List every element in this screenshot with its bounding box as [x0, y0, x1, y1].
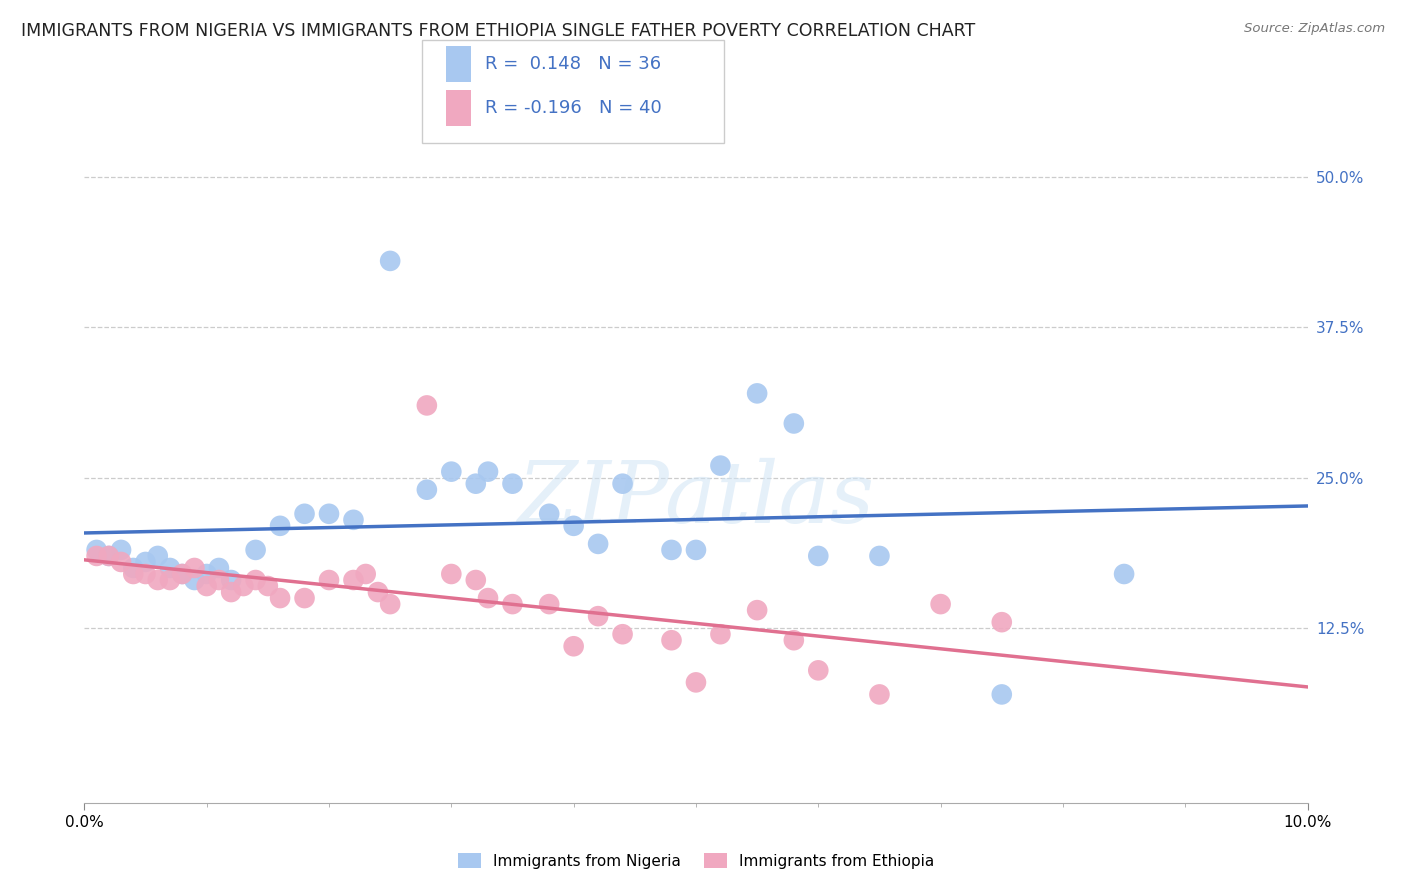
Point: [195, 567, 218, 582]
Point: [783, 417, 806, 431]
Point: [172, 567, 194, 582]
Point: [219, 573, 242, 587]
Point: [661, 633, 683, 648]
Point: [783, 633, 806, 648]
Point: [747, 603, 769, 617]
Point: [502, 476, 524, 491]
Point: [869, 549, 891, 563]
Point: [135, 567, 157, 582]
Text: ZIPatlas: ZIPatlas: [517, 458, 875, 541]
Point: [477, 591, 499, 606]
Point: [612, 476, 634, 491]
Point: [97, 549, 120, 563]
Point: [135, 555, 157, 569]
Text: R = -0.196   N = 40: R = -0.196 N = 40: [485, 99, 662, 117]
Text: IMMIGRANTS FROM NIGERIA VS IMMIGRANTS FROM ETHIOPIA SINGLE FATHER POVERTY CORREL: IMMIGRANTS FROM NIGERIA VS IMMIGRANTS FR…: [21, 22, 976, 40]
Text: R =  0.148   N = 36: R = 0.148 N = 36: [485, 55, 661, 73]
Point: [159, 561, 181, 575]
Point: [122, 561, 145, 575]
Point: [354, 567, 377, 582]
Point: [709, 458, 731, 473]
Point: [367, 585, 389, 599]
Point: [122, 567, 145, 582]
Point: [661, 542, 683, 557]
Point: [146, 549, 169, 563]
Point: [747, 386, 769, 401]
Point: [159, 573, 181, 587]
Point: [97, 549, 120, 563]
Point: [464, 476, 486, 491]
Point: [685, 675, 707, 690]
Point: [183, 573, 205, 587]
Point: [294, 591, 316, 606]
Point: [502, 597, 524, 611]
Point: [110, 542, 132, 557]
Point: [208, 573, 231, 587]
Point: [586, 537, 609, 551]
Point: [929, 597, 952, 611]
Point: [477, 465, 499, 479]
Text: Source: ZipAtlas.com: Source: ZipAtlas.com: [1244, 22, 1385, 36]
Point: [869, 687, 891, 701]
Point: [195, 579, 218, 593]
Point: [183, 561, 205, 575]
Point: [269, 591, 291, 606]
Point: [269, 518, 291, 533]
Point: [318, 507, 340, 521]
Point: [86, 549, 108, 563]
Point: [440, 465, 463, 479]
Point: [257, 579, 280, 593]
Point: [612, 627, 634, 641]
Legend: Immigrants from Nigeria, Immigrants from Ethiopia: Immigrants from Nigeria, Immigrants from…: [451, 847, 941, 875]
Point: [562, 518, 585, 533]
Point: [110, 555, 132, 569]
Point: [208, 561, 231, 575]
Point: [807, 549, 830, 563]
Point: [416, 483, 439, 497]
Point: [342, 573, 364, 587]
Point: [219, 585, 242, 599]
Point: [416, 398, 439, 412]
Point: [709, 627, 731, 641]
Point: [232, 579, 254, 593]
Point: [807, 664, 830, 678]
Point: [685, 542, 707, 557]
Point: [245, 542, 267, 557]
Point: [172, 567, 194, 582]
Point: [146, 573, 169, 587]
Point: [380, 597, 402, 611]
Point: [464, 573, 486, 587]
Point: [245, 573, 267, 587]
Point: [1114, 567, 1136, 582]
Point: [440, 567, 463, 582]
Point: [562, 639, 585, 653]
Point: [538, 597, 561, 611]
Point: [294, 507, 316, 521]
Point: [538, 507, 561, 521]
Point: [380, 253, 402, 268]
Point: [342, 513, 364, 527]
Point: [991, 687, 1014, 701]
Point: [318, 573, 340, 587]
Point: [586, 609, 609, 624]
Point: [991, 615, 1014, 630]
Point: [86, 542, 108, 557]
